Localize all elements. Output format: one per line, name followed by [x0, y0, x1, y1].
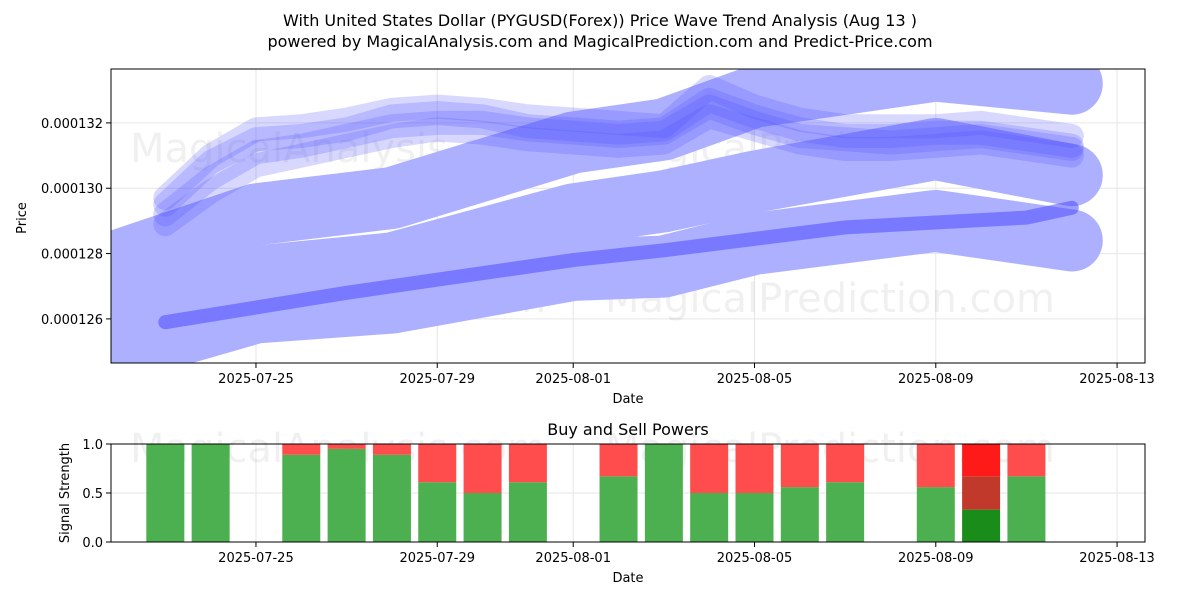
- price-y-tick-label: 0.000130: [41, 182, 103, 197]
- sell-bar-strong: [962, 444, 1001, 477]
- buy-bar: [735, 493, 774, 542]
- sell-bar: [780, 444, 819, 488]
- buy-bar: [463, 493, 502, 542]
- buy-bar: [146, 444, 185, 542]
- sell-bar: [735, 444, 774, 493]
- power-y-ticks: 0.0 0.5 1.0: [82, 438, 111, 551]
- price-x-tick-label: 2025-08-09: [898, 372, 974, 387]
- power-y-axis-label: Signal Strength: [58, 443, 73, 543]
- series-price-wave-3: [153, 104, 1084, 237]
- buy-bar: [962, 509, 1001, 542]
- price-y-tick-label: 0.000128: [41, 248, 103, 263]
- sell-bar: [962, 476, 1001, 510]
- buy-bar: [372, 454, 411, 542]
- price-series-group: [111, 69, 1103, 363]
- buy-bar: [599, 476, 638, 542]
- power-y-tick-label: 0.5: [82, 487, 103, 502]
- buy-sell-title: Buy and Sell Powers: [547, 420, 709, 439]
- price-y-axis-label: Price: [15, 202, 30, 234]
- power-y-tick-label: 0.0: [82, 536, 103, 551]
- price-x-tick-label: 2025-08-05: [717, 372, 793, 387]
- buy-sell-chart: Buy and Sell Powers MagicalAnalysis.comM…: [58, 420, 1155, 586]
- price-x-axis-label: Date: [612, 392, 643, 407]
- price-chart: MagicalAnalysis.com MagicalPrediction.com…: [15, 68, 1155, 407]
- power-y-tick-label: 1.0: [82, 438, 103, 453]
- power-x-ticks: 2025-07-25 2025-07-29 2025-08-01 2025-08-05…: [218, 542, 1155, 566]
- buy-bar: [282, 454, 321, 542]
- sell-bar: [508, 444, 547, 483]
- sell-bar: [826, 444, 865, 483]
- sell-bar: [916, 444, 955, 488]
- sell-bar: [690, 444, 729, 493]
- price-y-tick-label: 0.000126: [41, 313, 103, 328]
- power-x-axis-label: Date: [612, 571, 643, 586]
- power-x-tick-label: 2025-08-01: [535, 551, 611, 566]
- power-x-tick-label: 2025-07-29: [399, 551, 475, 566]
- buy-bar: [418, 482, 457, 542]
- power-x-tick-label: 2025-08-05: [717, 551, 793, 566]
- buy-bar: [644, 444, 683, 542]
- series-trend-line-thin: [158, 200, 1079, 330]
- chart-title-line2: powered by MagicalAnalysis.com and Magic…: [267, 32, 932, 51]
- power-bars-group: [146, 444, 1046, 542]
- sell-bar: [463, 444, 502, 493]
- series-trend-band-middle: [111, 118, 1103, 337]
- sell-bar: [282, 444, 321, 455]
- series-price-wave-4: [153, 75, 1084, 210]
- price-axes-frame: [110, 68, 1146, 364]
- buy-bar: [826, 482, 865, 542]
- power-x-tick-label: 2025-08-09: [898, 551, 974, 566]
- buy-bar: [191, 444, 230, 542]
- price-x-tick-label: 2025-07-25: [218, 372, 294, 387]
- price-y-tick-label: 0.000132: [41, 117, 103, 132]
- series-price-wave-1: [153, 94, 1084, 227]
- buy-bar: [327, 448, 366, 542]
- sell-bar: [599, 444, 638, 477]
- buy-bar: [780, 487, 819, 542]
- price-x-tick-label: 2025-07-29: [399, 372, 475, 387]
- series-trend-band-top: [111, 69, 1103, 292]
- power-x-tick-label: 2025-07-25: [218, 551, 294, 566]
- buy-bar: [690, 493, 729, 542]
- price-x-tick-label: 2025-08-01: [535, 372, 611, 387]
- sell-bar: [1007, 444, 1046, 477]
- buy-bar: [916, 487, 955, 542]
- price-x-ticks: 2025-07-25 2025-07-29 2025-08-01 2025-08-05…: [218, 363, 1155, 387]
- sell-bar: [372, 444, 411, 455]
- sell-bar: [418, 444, 457, 483]
- price-x-tick-label: 2025-08-13: [1079, 372, 1155, 387]
- series-price-wave-2: [153, 88, 1084, 217]
- power-x-tick-label: 2025-08-13: [1079, 551, 1155, 566]
- price-y-ticks: 0.000126 0.000128 0.000130 0.000132: [41, 117, 111, 328]
- buy-bar: [1007, 476, 1046, 542]
- sell-bar: [327, 444, 366, 449]
- chart-title-line1: With United States Dollar (PYGUSD(Forex)…: [283, 11, 917, 30]
- buy-bar: [508, 482, 547, 542]
